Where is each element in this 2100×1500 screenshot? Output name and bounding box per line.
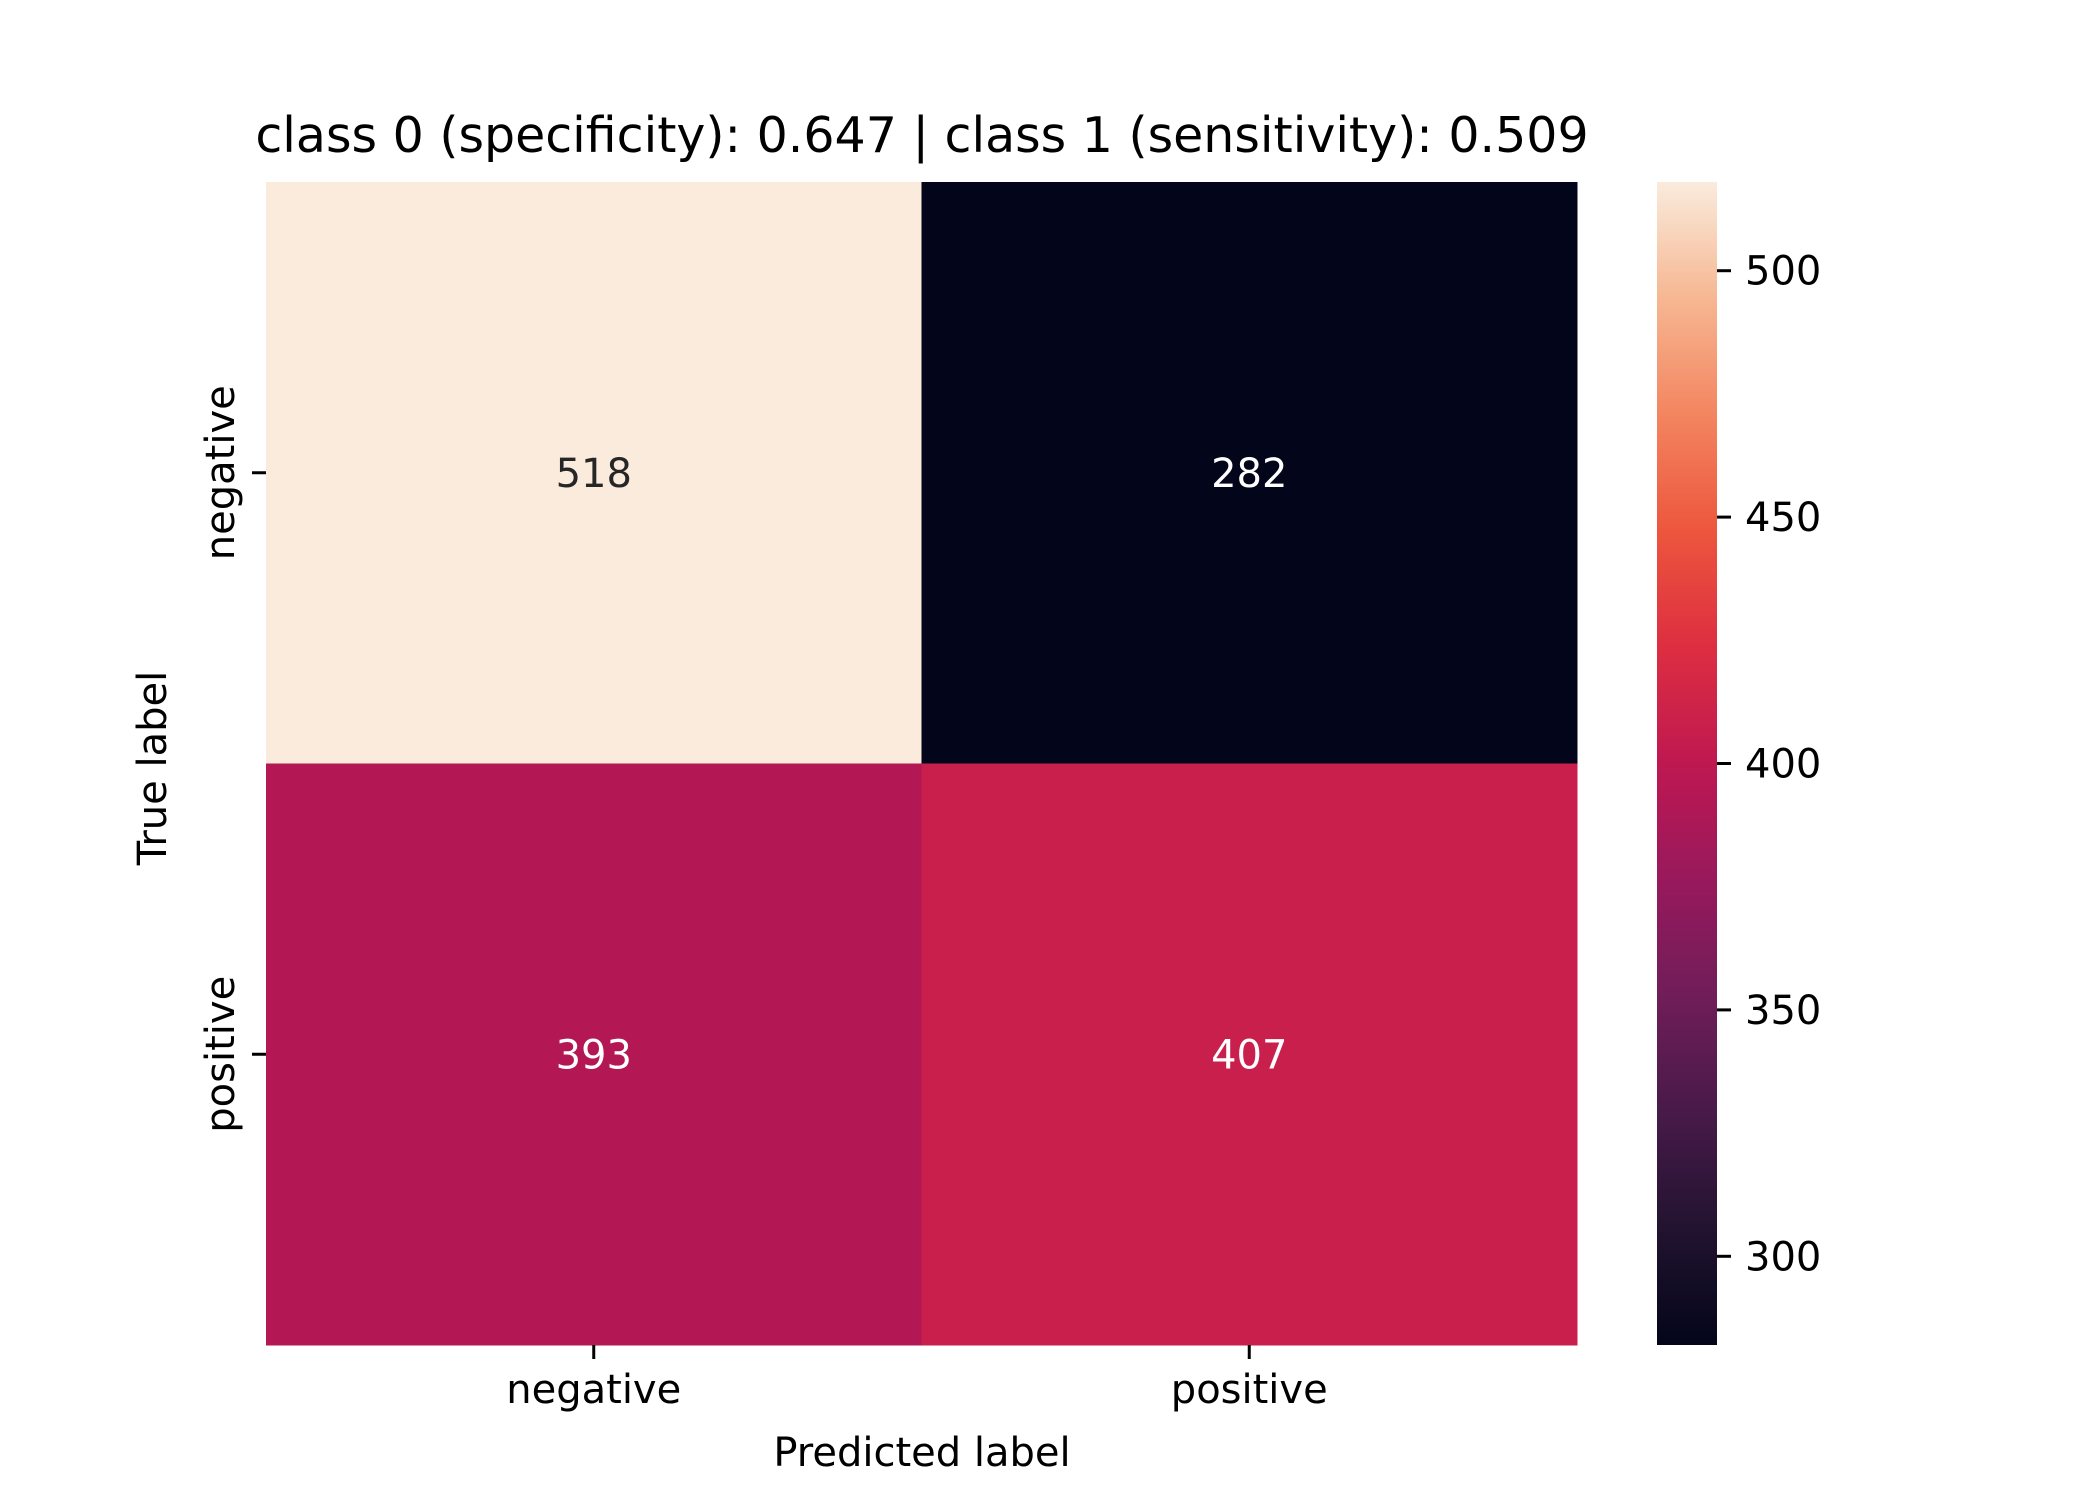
cell-value-labels: 518 282 393 407 — [556, 451, 1288, 1079]
x-axis-label: Predicted label — [773, 1430, 1070, 1476]
colorbar-tick-label-300: 300 — [1745, 1234, 1821, 1280]
colorbar-tick-label-350: 350 — [1745, 988, 1821, 1034]
y-axis: negative positive — [198, 385, 266, 1133]
cell-value-label-positive-positive: 407 — [1211, 1032, 1287, 1078]
y-tick-label-negative: negative — [198, 385, 244, 560]
heatmap-cell-positive-positive — [921, 763, 1578, 1346]
heatmap-cell-negative-positive — [921, 182, 1578, 764]
cell-value-label-positive-negative: 393 — [556, 1032, 632, 1078]
x-axis: negative positive — [506, 1345, 1328, 1413]
x-tick-label-negative: negative — [506, 1367, 681, 1413]
colorbar: 300 350 400 450 500 — [1657, 182, 1821, 1345]
colorbar-gradient — [1657, 182, 1717, 1345]
colorbar-tick-label-500: 500 — [1745, 249, 1821, 295]
chart-title: class 0 (specificity): 0.647 | class 1 (… — [255, 107, 1588, 164]
colorbar-tick-label-400: 400 — [1745, 742, 1821, 788]
colorbar-tick-label-450: 450 — [1745, 495, 1821, 541]
cell-value-label-negative-positive: 282 — [1211, 451, 1287, 497]
y-tick-label-positive: positive — [198, 976, 244, 1133]
heatmap-cells — [266, 182, 1578, 1346]
heatmap-cell-negative-negative — [266, 182, 922, 764]
heatmap-cell-positive-negative — [266, 763, 922, 1346]
cell-value-label-negative-negative: 518 — [556, 451, 632, 497]
x-tick-label-positive: positive — [1171, 1367, 1328, 1413]
y-axis-label: True label — [130, 671, 176, 866]
